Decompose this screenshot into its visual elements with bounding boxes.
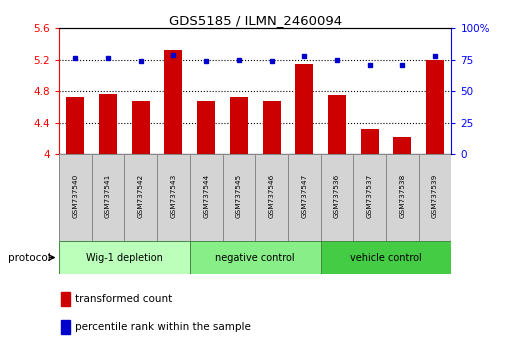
- Text: GSM737539: GSM737539: [432, 173, 438, 218]
- Text: transformed count: transformed count: [75, 294, 173, 304]
- Bar: [223, 154, 255, 241]
- Bar: [263, 101, 281, 154]
- Text: GSM737544: GSM737544: [203, 173, 209, 218]
- Bar: [157, 154, 190, 241]
- Text: GSM737536: GSM737536: [334, 173, 340, 218]
- Bar: [66, 97, 84, 154]
- Bar: [328, 95, 346, 154]
- Bar: [321, 154, 353, 241]
- Bar: [190, 241, 321, 274]
- Bar: [190, 154, 223, 241]
- Bar: [61, 292, 70, 306]
- Text: GSM737543: GSM737543: [170, 173, 176, 218]
- Bar: [99, 93, 117, 154]
- Bar: [288, 154, 321, 241]
- Text: Wig-1 depletion: Wig-1 depletion: [86, 252, 163, 263]
- Bar: [295, 64, 313, 154]
- Bar: [59, 241, 190, 274]
- Bar: [386, 154, 419, 241]
- Text: GSM737537: GSM737537: [367, 173, 372, 218]
- Bar: [61, 320, 70, 334]
- Bar: [426, 60, 444, 154]
- Bar: [165, 50, 183, 154]
- Text: vehicle control: vehicle control: [350, 252, 422, 263]
- Text: GSM737542: GSM737542: [138, 173, 144, 218]
- Bar: [321, 241, 451, 274]
- Text: GSM737541: GSM737541: [105, 173, 111, 218]
- Bar: [353, 154, 386, 241]
- Bar: [92, 154, 125, 241]
- Bar: [255, 154, 288, 241]
- Text: GSM737540: GSM737540: [72, 173, 78, 218]
- Text: GSM737545: GSM737545: [236, 173, 242, 218]
- Bar: [197, 101, 215, 154]
- Bar: [393, 137, 411, 154]
- Bar: [419, 154, 451, 241]
- Title: GDS5185 / ILMN_2460094: GDS5185 / ILMN_2460094: [169, 14, 342, 27]
- Bar: [59, 154, 92, 241]
- Text: GSM737546: GSM737546: [269, 173, 274, 218]
- Text: percentile rank within the sample: percentile rank within the sample: [75, 322, 251, 332]
- Text: protocol: protocol: [8, 252, 50, 263]
- Text: GSM737547: GSM737547: [301, 173, 307, 218]
- Bar: [132, 101, 150, 154]
- Bar: [124, 154, 157, 241]
- Text: negative control: negative control: [215, 252, 295, 263]
- Text: GSM737538: GSM737538: [400, 173, 405, 218]
- Bar: [361, 129, 379, 154]
- Bar: [230, 97, 248, 154]
